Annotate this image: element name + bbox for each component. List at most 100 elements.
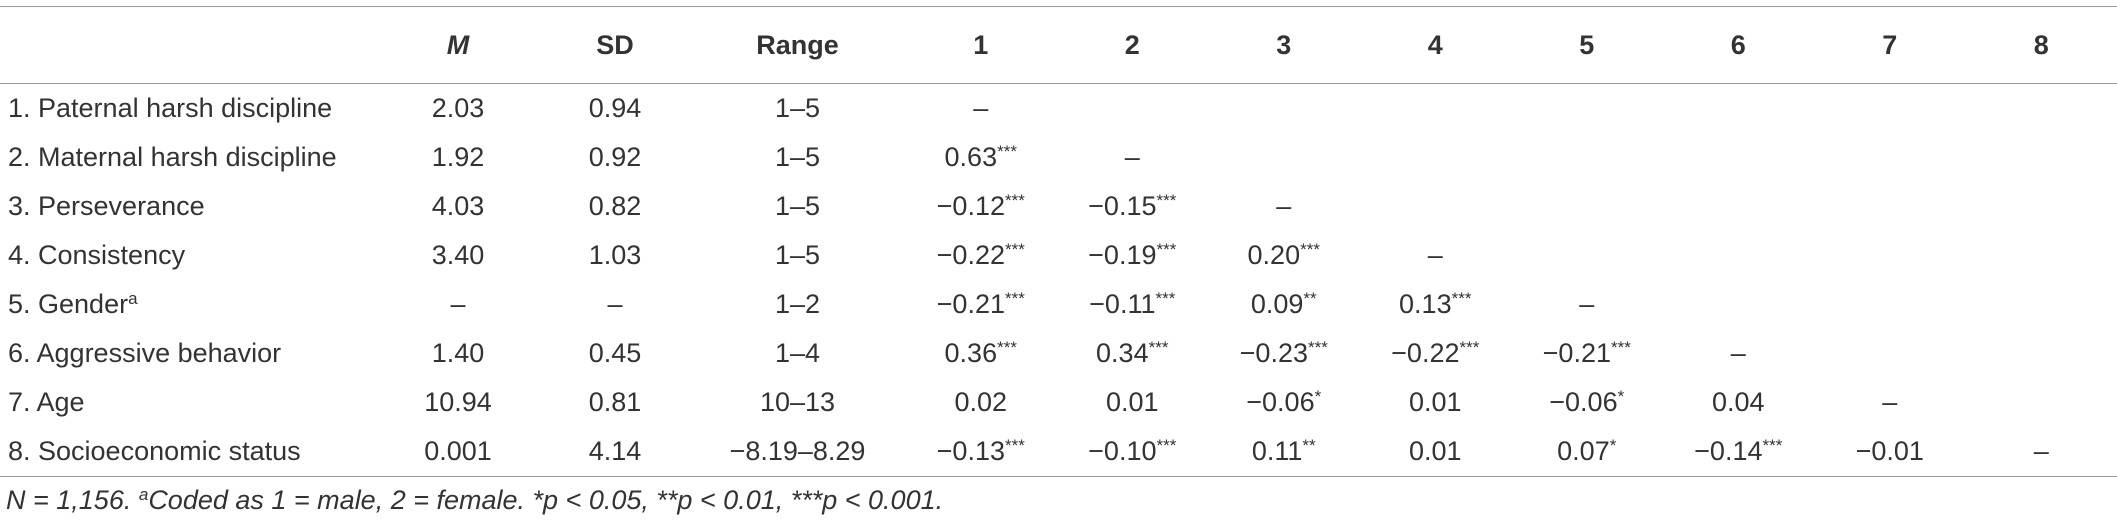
table-cell: –: [1427, 240, 1443, 270]
table-row: 5. Gendera – –1–2 −0.21*** −0.11*** 0.09** 0.1…: [0, 280, 2117, 329]
table-cell: 1.03: [588, 240, 642, 270]
header-row: M SD Range 1 2 3 4 5 6 7 8: [0, 6, 2117, 84]
row-label: 2. Maternal harsh discipline: [8, 142, 337, 172]
cell-text: −0.12: [936, 191, 1005, 221]
table-row: 4. Consistency 3.40 1.03 1–5 −0.22*** −0.19**…: [0, 231, 2117, 280]
table-cell: [1966, 84, 2117, 134]
table-cell: −0.22***: [1360, 329, 1512, 378]
table-cell: [1663, 280, 1815, 329]
cell-text: −0.14: [1694, 436, 1763, 466]
table-cell: [1511, 182, 1663, 231]
table-cell: 1–5: [774, 142, 821, 172]
cell-superscript: **: [1302, 436, 1316, 455]
column-header: 7: [1814, 6, 1966, 84]
table-cell: 10.94: [424, 387, 492, 417]
table-cell: 0.63***: [905, 133, 1057, 182]
cell-text: 0.07: [1557, 436, 1610, 466]
table-cell: −0.13***: [905, 427, 1057, 477]
column-header: 5: [1511, 6, 1663, 84]
cell-superscript: ***: [1459, 338, 1480, 357]
table-cell: [1814, 231, 1966, 280]
table-cell: 0.04: [1711, 387, 1765, 417]
footnote-sup: a: [138, 485, 149, 504]
table-cell: 2.03: [431, 93, 485, 123]
table-cell: 0.11**: [1208, 427, 1360, 477]
table-cell: [1814, 280, 1966, 329]
table-cell: 0.13***: [1360, 280, 1512, 329]
cell-text: −0.22: [936, 240, 1005, 270]
cell-superscript: ***: [1004, 289, 1025, 308]
cell-superscript: ***: [1156, 240, 1177, 259]
table-cell: 0.001: [376, 427, 540, 477]
table-cell: [1814, 329, 1966, 378]
cell-text: −0.06: [1549, 387, 1618, 417]
table-cell: −0.21***: [1511, 329, 1663, 378]
table-cell: [1814, 182, 1966, 231]
table-row: 6. Aggressive behavior 1.40 0.45 1–4 0.36***…: [0, 329, 2117, 378]
cell-superscript: *: [1617, 387, 1625, 406]
table-row: 8. Socioeconomic status 0.001 4.14 −8.19–8.…: [0, 427, 2117, 477]
row-label: 6. Aggressive behavior: [8, 338, 282, 368]
column-header: 3: [1208, 6, 1360, 84]
cell-text: 0.11: [1251, 436, 1303, 466]
table-cell: –: [1965, 427, 2117, 477]
table-row: 7. Age 10.94 0.81 10–13 0.02 0.01 −0.06* 0.01 −0…: [0, 378, 2117, 427]
column-header: Range: [690, 6, 905, 84]
table-cell: −0.23***: [1208, 329, 1360, 378]
cell-superscript: ***: [1004, 436, 1025, 455]
cell-text: 0.09: [1250, 289, 1304, 319]
table-body: 1. Paternal harsh discipline 2.03 0.94 1–5 –…: [0, 84, 2117, 477]
table-cell: 1–5: [774, 93, 821, 123]
cell-text: 0.36: [944, 338, 998, 368]
table-cell: [1814, 84, 1966, 134]
table-cell: 0.20***: [1208, 231, 1360, 280]
table-cell: [1057, 84, 1209, 134]
cell-superscript: ***: [1762, 436, 1783, 455]
table-cell: 0.01: [1105, 387, 1159, 417]
table-cell: [1663, 182, 1815, 231]
table-cell: [1966, 182, 2117, 231]
table-cell: –: [450, 289, 466, 319]
cell-text: −0.11: [1089, 289, 1156, 319]
cell-text: 0.34: [1096, 338, 1149, 368]
table-cell: −8.19–8.29: [690, 427, 905, 477]
column-header: M: [376, 6, 540, 84]
table-cell: 0.02: [954, 387, 1008, 417]
table-cell: −0.19***: [1057, 231, 1209, 280]
cell-superscript: ***: [1004, 240, 1025, 259]
table-cell: 0.09**: [1208, 280, 1360, 329]
table-cell: –: [1882, 387, 1898, 417]
cell-text: 5. Gender: [8, 289, 129, 319]
table-cell: 1–4: [774, 338, 821, 368]
cell-superscript: *: [1314, 387, 1322, 406]
table-cell: [1360, 182, 1512, 231]
table-cell: [1814, 133, 1966, 182]
table-cell: −0.15***: [1057, 182, 1209, 231]
table-cell: −0.12***: [905, 182, 1057, 231]
table-cell: –: [607, 289, 623, 319]
cell-superscript: ***: [997, 142, 1017, 161]
table-cell: 0.92: [588, 142, 642, 172]
table-cell: −0.21***: [905, 280, 1057, 329]
table-cell: [1663, 133, 1815, 182]
cell-text: 0.63: [944, 142, 998, 172]
cell-superscript: ***: [1610, 338, 1631, 357]
table-cell: −0.22***: [905, 231, 1057, 280]
table-cell: [1511, 133, 1663, 182]
column-header: [0, 6, 376, 84]
row-label: 1. Paternal harsh discipline: [8, 93, 333, 123]
table-cell: [1966, 231, 2117, 280]
footnote-text: Coded as 1 = male, 2 = female. *p < 0.05…: [148, 485, 944, 515]
table-cell: 4.03: [431, 191, 485, 221]
cell-superscript: ***: [1004, 191, 1025, 210]
cell-superscript: ***: [1148, 338, 1169, 357]
column-header: 1: [905, 6, 1057, 84]
column-header: 8: [1965, 6, 2117, 84]
cell-text: 0.20: [1247, 240, 1301, 270]
table-cell: –: [1124, 142, 1140, 172]
column-header: 4: [1359, 6, 1511, 84]
row-label: 7. Age: [8, 387, 85, 417]
cell-superscript: ***: [1155, 289, 1176, 308]
table-row: 1. Paternal harsh discipline 2.03 0.94 1–5 –: [0, 84, 2117, 134]
cell-text: 0.13: [1399, 289, 1452, 319]
